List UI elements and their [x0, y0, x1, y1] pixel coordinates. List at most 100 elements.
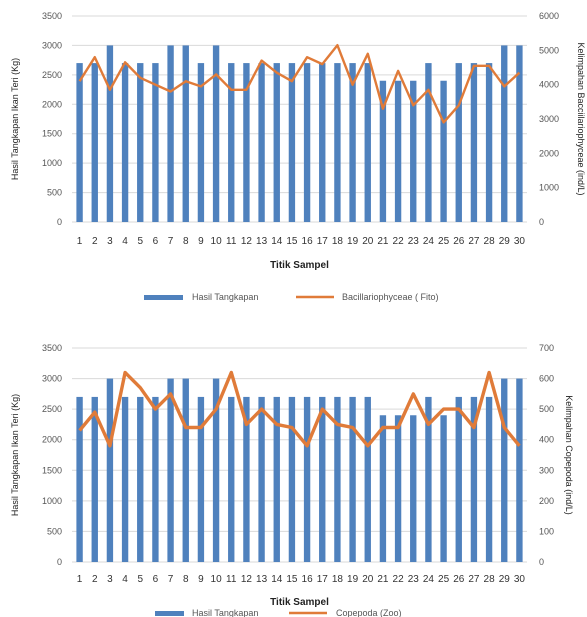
bar [379, 80, 387, 222]
y-tick-label: 3000 [42, 40, 62, 50]
y-tick-label: 2000 [42, 99, 62, 109]
y2-tick-label: 600 [539, 374, 554, 384]
x-tick-label: 22 [393, 574, 405, 585]
legend-label-bar: Hasil Tangkapan [192, 608, 258, 617]
x-tick-label: 9 [198, 574, 204, 585]
y-axis-title: Hasil Tangkapan Ikan Teri (Kg) [10, 58, 20, 180]
bar [470, 63, 478, 223]
x-axis-title: Titik Sampel [270, 260, 329, 271]
x-tick-label: 6 [153, 236, 159, 247]
bar [106, 378, 114, 562]
x-tick-label: 18 [332, 574, 344, 585]
bar [470, 396, 478, 562]
bar [121, 396, 129, 562]
x-tick-label: 7 [168, 574, 174, 585]
bar [152, 63, 159, 223]
y2-tick-label: 2000 [539, 148, 559, 158]
bar [364, 63, 371, 223]
x-tick-label: 25 [438, 236, 450, 247]
bar [319, 396, 326, 562]
bar [485, 396, 493, 562]
legend-label-bar: Hasil Tangkapan [192, 292, 258, 302]
bar [379, 415, 387, 562]
y-tick-label: 1000 [42, 158, 62, 168]
bar [288, 396, 296, 562]
y-tick-label: 2500 [42, 404, 62, 414]
bar [197, 63, 205, 223]
y2-tick-label: 300 [539, 465, 554, 475]
y2-tick-label: 200 [539, 496, 554, 506]
x-tick-label: 1 [77, 574, 83, 585]
bar [303, 63, 311, 223]
bar [76, 63, 83, 223]
x-tick-label: 13 [256, 574, 268, 585]
bar [394, 415, 402, 562]
bar [121, 63, 129, 223]
y2-tick-label: 500 [539, 404, 554, 414]
x-tick-label: 19 [347, 236, 359, 247]
bar [243, 396, 250, 562]
bar [258, 396, 265, 562]
x-tick-label: 6 [153, 574, 159, 585]
y2-tick-label: 4000 [539, 80, 559, 90]
bar [182, 45, 189, 222]
x-tick-label: 13 [256, 236, 268, 247]
x-tick-label: 26 [453, 236, 465, 247]
x-tick-label: 10 [211, 236, 223, 247]
bar [349, 63, 356, 223]
bar [516, 45, 523, 222]
bar [273, 396, 280, 562]
bar [410, 415, 417, 562]
y-tick-label: 3500 [42, 343, 62, 353]
x-tick-label: 3 [107, 574, 113, 585]
y2-tick-label: 0 [539, 557, 544, 567]
bar [258, 63, 265, 223]
x-tick-label: 19 [347, 574, 359, 585]
y-tick-label: 0 [57, 557, 62, 567]
bar [303, 396, 311, 562]
bar [212, 45, 220, 222]
x-tick-label: 12 [241, 574, 253, 585]
bar [425, 396, 432, 562]
bar [76, 396, 83, 562]
x-tick-label: 23 [408, 236, 420, 247]
x-tick-label: 15 [286, 574, 298, 585]
y-tick-label: 0 [57, 217, 62, 227]
bar [212, 378, 220, 562]
bar [167, 378, 174, 562]
bar [516, 378, 523, 562]
bar [167, 45, 174, 222]
y2-tick-label: 0 [539, 217, 544, 227]
x-tick-label: 14 [271, 236, 283, 247]
bar [319, 63, 326, 223]
bar [455, 396, 462, 562]
x-tick-label: 29 [499, 236, 511, 247]
series-line [78, 44, 521, 124]
x-tick-label: 14 [271, 574, 283, 585]
series-line [78, 370, 521, 448]
y2-tick-label: 1000 [539, 183, 559, 193]
y-tick-label: 1500 [42, 465, 62, 475]
legend-swatch-bar [144, 295, 183, 300]
x-tick-label: 2 [92, 236, 98, 247]
bar [288, 63, 296, 223]
x-tick-label: 28 [484, 574, 496, 585]
x-tick-label: 11 [226, 574, 237, 585]
x-tick-label: 17 [317, 236, 329, 247]
y2-tick-label: 6000 [539, 11, 559, 21]
x-tick-label: 30 [514, 236, 526, 247]
bar [501, 45, 508, 222]
bar [273, 63, 280, 223]
bar [334, 396, 341, 562]
bar [440, 80, 447, 222]
bar [182, 378, 189, 562]
y2-tick-label: 5000 [539, 45, 559, 55]
bar [410, 80, 417, 222]
x-tick-label: 23 [408, 574, 420, 585]
y-tick-label: 2500 [42, 70, 62, 80]
x-tick-label: 20 [362, 236, 374, 247]
bar [197, 396, 205, 562]
x-tick-label: 7 [168, 236, 174, 247]
bar [228, 63, 235, 223]
